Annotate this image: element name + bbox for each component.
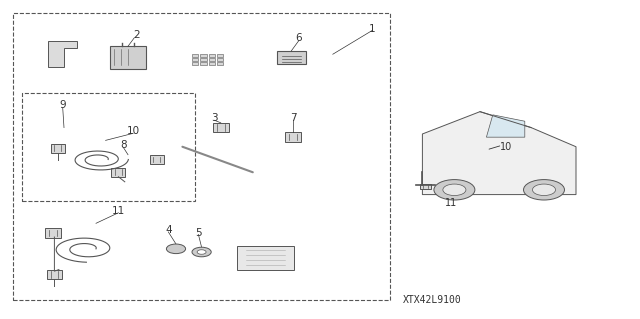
FancyBboxPatch shape [277, 51, 306, 64]
Text: 1: 1 [369, 24, 376, 34]
Polygon shape [486, 115, 525, 137]
Text: XTX42L9100: XTX42L9100 [403, 295, 461, 305]
Bar [212, 123, 229, 132]
Text: 4: 4 [165, 225, 172, 235]
Bar [51, 144, 65, 153]
Circle shape [532, 184, 556, 196]
FancyBboxPatch shape [111, 46, 146, 69]
Bar [200, 62, 207, 65]
Circle shape [166, 244, 186, 254]
Bar [200, 58, 207, 61]
Bar [13, 13, 390, 300]
Circle shape [443, 184, 466, 196]
Bar [47, 270, 62, 279]
Circle shape [197, 250, 206, 254]
Text: 2: 2 [133, 30, 140, 40]
Text: 8: 8 [120, 140, 127, 150]
Text: 10: 10 [499, 142, 512, 152]
Bar [111, 168, 125, 177]
Bar [217, 62, 223, 65]
Text: 11: 11 [445, 197, 458, 208]
Bar [420, 184, 431, 189]
Bar [192, 58, 198, 61]
Bar [217, 58, 223, 61]
Bar [192, 54, 198, 57]
Bar [209, 54, 215, 57]
Circle shape [192, 247, 211, 257]
Text: 6: 6 [296, 33, 302, 43]
Bar [150, 155, 164, 164]
Text: 3: 3 [211, 113, 218, 123]
Bar [200, 54, 207, 57]
Text: 11: 11 [112, 205, 125, 216]
Bar [45, 228, 61, 238]
Bar [22, 93, 195, 201]
Polygon shape [48, 41, 77, 67]
FancyBboxPatch shape [237, 246, 294, 270]
Circle shape [524, 180, 564, 200]
Circle shape [434, 180, 475, 200]
Text: 5: 5 [195, 228, 202, 238]
Polygon shape [422, 112, 576, 195]
Text: 7: 7 [290, 113, 296, 123]
Bar [209, 62, 215, 65]
Bar [192, 62, 198, 65]
Bar [209, 58, 215, 61]
Bar [217, 54, 223, 57]
Text: 10: 10 [127, 126, 140, 136]
Text: 9: 9 [60, 100, 66, 110]
Bar [285, 132, 301, 142]
